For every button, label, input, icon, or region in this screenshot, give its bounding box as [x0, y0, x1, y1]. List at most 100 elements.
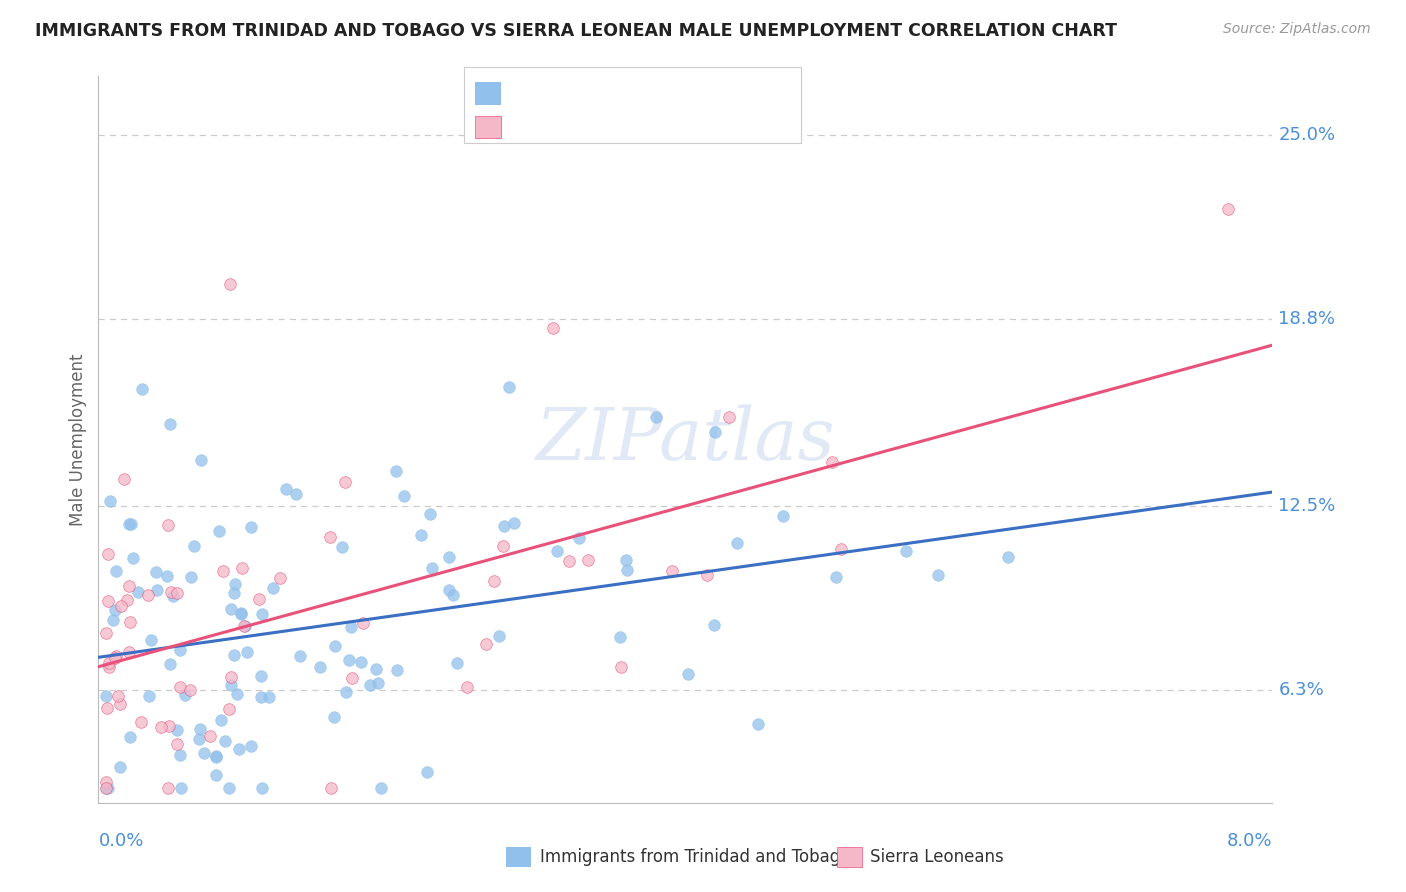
Point [274, 482, 297, 496]
Point [169, 680, 191, 694]
Point [502, 516, 524, 530]
Text: N =: N = [605, 84, 641, 102]
Point [830, 541, 852, 556]
Text: ZIPatlas: ZIPatlas [536, 404, 835, 475]
Point [120, 615, 142, 630]
Point [107, 690, 129, 704]
Point [747, 716, 769, 731]
Point [231, 561, 253, 575]
Point [170, 780, 193, 795]
Point [392, 489, 415, 503]
Point [696, 568, 718, 582]
Point [221, 670, 243, 684]
Point [94, 780, 117, 795]
Text: 18.8%: 18.8% [1278, 310, 1336, 328]
Point [492, 519, 515, 533]
Point [205, 749, 228, 764]
Point [419, 507, 441, 521]
Text: 0.0%: 0.0% [98, 832, 143, 850]
Point [703, 618, 725, 632]
Point [104, 564, 127, 578]
Point [226, 687, 249, 701]
Point [112, 472, 135, 486]
Point [187, 732, 209, 747]
Point [231, 607, 253, 621]
Point [236, 645, 259, 659]
Point [359, 678, 381, 692]
Point [609, 660, 631, 674]
Point [118, 516, 141, 531]
Point [240, 520, 263, 534]
Point [159, 417, 181, 432]
Y-axis label: Male Unemployment: Male Unemployment [69, 353, 87, 525]
Point [285, 486, 308, 500]
Point [166, 723, 188, 738]
Point [233, 619, 256, 633]
Point [616, 563, 638, 577]
Point [323, 709, 346, 723]
Point [456, 680, 478, 694]
Point [219, 602, 242, 616]
Point [250, 668, 273, 682]
Point [94, 780, 117, 795]
Point [337, 653, 360, 667]
Point [212, 564, 235, 578]
Point [209, 713, 232, 727]
Point [218, 702, 240, 716]
Point [257, 690, 280, 704]
Point [323, 639, 346, 653]
Point [488, 629, 510, 643]
Text: R =: R = [509, 118, 546, 136]
Point [104, 651, 127, 665]
Text: 8.0%: 8.0% [1227, 832, 1272, 850]
Point [127, 585, 149, 599]
Point [333, 475, 356, 490]
Point [250, 607, 273, 621]
Point [180, 569, 202, 583]
Point [198, 729, 221, 743]
Point [104, 603, 127, 617]
Text: Source: ZipAtlas.com: Source: ZipAtlas.com [1223, 22, 1371, 37]
Text: 105: 105 [644, 84, 679, 102]
Point [825, 570, 848, 584]
Text: 6.3%: 6.3% [1278, 681, 1324, 699]
Point [108, 698, 131, 712]
Point [179, 683, 201, 698]
Point [97, 660, 120, 674]
Point [370, 780, 392, 795]
Point [645, 410, 668, 425]
Point [129, 714, 152, 729]
Point [367, 676, 389, 690]
Point [335, 685, 357, 699]
Point [482, 574, 505, 588]
Text: N =: N = [605, 118, 641, 136]
Point [269, 571, 291, 585]
Point [661, 564, 683, 578]
Point [228, 742, 250, 756]
Point [232, 619, 254, 633]
Point [385, 464, 408, 478]
Point [319, 780, 342, 795]
Point [894, 543, 917, 558]
Point [166, 738, 188, 752]
Point [141, 632, 163, 647]
Point [122, 550, 145, 565]
Point [420, 561, 443, 575]
Point [446, 656, 468, 670]
Point [94, 690, 117, 704]
Point [409, 528, 432, 542]
Point [997, 549, 1019, 564]
Point [441, 588, 464, 602]
Point [205, 768, 228, 782]
Point [330, 540, 353, 554]
Point [578, 553, 600, 567]
Point [340, 671, 363, 685]
Point [725, 536, 748, 550]
Point [350, 655, 373, 669]
Point [115, 592, 138, 607]
Point [108, 760, 131, 774]
Point [224, 577, 246, 591]
Text: R =: R = [509, 84, 546, 102]
Point [157, 780, 180, 795]
Point [156, 569, 179, 583]
